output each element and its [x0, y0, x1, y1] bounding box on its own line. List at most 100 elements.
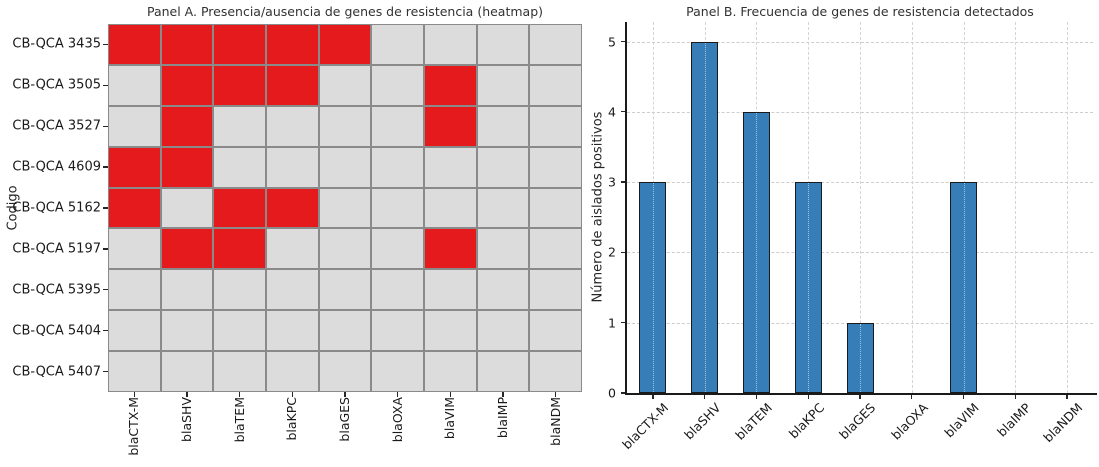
heatmap-cell	[319, 311, 371, 351]
y-axis-tick	[621, 392, 627, 394]
v-gridline	[1015, 22, 1017, 393]
heatmap-cell	[372, 311, 423, 351]
heatmap-cell	[372, 352, 423, 391]
heatmap-cell	[477, 229, 529, 269]
heatmap-cell	[530, 270, 581, 310]
heatmap-cell	[161, 188, 213, 228]
y-tick-label: 4	[608, 104, 616, 120]
y-axis-tick	[621, 251, 627, 254]
x-tick-label: blaVIM	[941, 400, 983, 441]
heatmap-cell	[267, 270, 318, 310]
heatmap-cell	[214, 270, 265, 310]
heatmap-cell	[109, 106, 160, 146]
y-axis-tick	[103, 370, 108, 373]
heatmap-cell	[109, 229, 160, 269]
heatmap-col-label: blaOXA	[389, 397, 405, 443]
heatmap-cell	[161, 311, 213, 351]
x-axis-tick	[755, 394, 758, 399]
heatmap-cell	[267, 106, 318, 146]
heatmap-col-label: blaIMP	[495, 397, 510, 439]
y-tick-label: 0	[608, 385, 616, 401]
heatmap-row-label: CB-QCA 5395	[12, 282, 101, 298]
y-axis-spine	[625, 22, 627, 395]
bar	[846, 322, 874, 393]
heatmap-cell	[477, 106, 529, 146]
heatmap-cell	[267, 25, 318, 64]
heatmap-col-label: blaCTX-M	[126, 397, 142, 456]
heatmap-cell	[267, 352, 318, 391]
v-gridline	[1067, 22, 1069, 393]
bar	[950, 182, 978, 393]
heatmap-col-label: blaKPC	[284, 397, 300, 441]
x-axis-tick	[1014, 394, 1017, 399]
heatmap-cell	[530, 352, 581, 391]
bar	[794, 182, 822, 393]
y-axis-tick	[103, 125, 108, 127]
panel-b-y-axis-label: Número de aislados positivos	[590, 111, 606, 303]
heatmap-cell	[214, 147, 265, 187]
y-axis-tick	[103, 166, 108, 168]
heatmap-col-label: blaSHV	[179, 397, 194, 442]
x-axis-tick	[238, 392, 241, 397]
heatmap-col-label: blaNDM	[547, 397, 563, 446]
heatmap-cell	[267, 65, 318, 105]
heatmap	[108, 24, 582, 392]
bar-inner-gridline	[808, 183, 810, 392]
heatmap-row-label: CB-QCA 5407	[12, 364, 101, 380]
x-tick-label: blaGES	[836, 400, 879, 443]
x-tick-label: blaSHV	[680, 400, 724, 443]
heatmap-cell	[372, 25, 423, 64]
x-axis-tick	[962, 394, 965, 399]
y-axis-tick	[103, 329, 108, 332]
heatmap-cell	[267, 311, 318, 351]
x-axis-tick	[859, 394, 861, 399]
x-tick-label: blaKPC	[785, 400, 827, 442]
x-axis-tick	[344, 392, 346, 397]
heatmap-cell	[530, 147, 581, 187]
y-axis-tick	[103, 207, 108, 209]
y-axis-tick	[103, 43, 108, 46]
x-axis-tick	[911, 394, 913, 399]
heatmap-cell	[530, 25, 581, 64]
x-axis-tick	[703, 394, 706, 399]
heatmap-cell	[372, 106, 423, 146]
heatmap-cell	[319, 229, 371, 269]
heatmap-cell	[214, 311, 265, 351]
heatmap-cell	[109, 188, 160, 228]
heatmap-cell	[530, 188, 581, 228]
bar-inner-gridline	[704, 42, 706, 392]
heatmap-cell	[425, 106, 476, 146]
y-tick-label: 1	[608, 315, 616, 331]
heatmap-cell	[267, 188, 318, 228]
y-axis-tick	[621, 111, 627, 113]
heatmap-cell	[425, 270, 476, 310]
heatmap-cell	[109, 147, 160, 187]
heatmap-col-label: blaGES	[337, 397, 352, 442]
heatmap-cell	[425, 229, 476, 269]
heatmap-cell	[530, 65, 581, 105]
bar	[742, 111, 770, 393]
heatmap-cell	[161, 147, 213, 187]
heatmap-cell	[425, 188, 476, 228]
heatmap-col-label: blaVIM	[442, 397, 458, 440]
heatmap-row-label: CB-QCA 5162	[12, 200, 101, 216]
heatmap-cell	[109, 25, 160, 64]
heatmap-cell	[161, 229, 213, 269]
heatmap-cell	[319, 270, 371, 310]
y-axis-tick	[103, 248, 108, 250]
x-tick-label: blaIMP	[994, 400, 1034, 440]
panel-a-title: Panel A. Presencia/ausencia de genes de …	[146, 4, 544, 19]
heatmap-cell	[425, 311, 476, 351]
heatmap-cell	[530, 311, 581, 351]
heatmap-cell	[477, 65, 529, 105]
x-axis-tick	[291, 392, 294, 397]
x-axis-tick	[807, 394, 809, 399]
bar	[691, 41, 719, 393]
heatmap-cell	[319, 65, 371, 105]
bar	[639, 182, 667, 393]
bar-inner-gridline	[860, 323, 861, 392]
heatmap-row-label: CB-QCA 4609	[12, 159, 101, 175]
heatmap-cell	[372, 229, 423, 269]
heatmap-cell	[425, 147, 476, 187]
